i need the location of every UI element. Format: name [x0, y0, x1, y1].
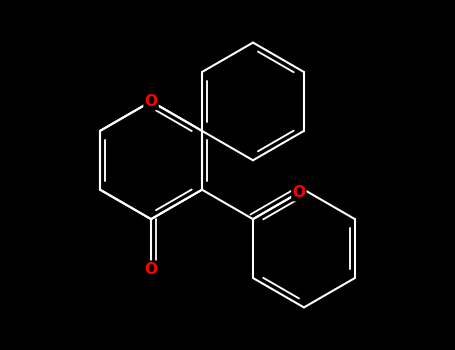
- Text: O: O: [145, 262, 157, 276]
- Text: O: O: [293, 185, 305, 200]
- Text: O: O: [145, 94, 157, 109]
